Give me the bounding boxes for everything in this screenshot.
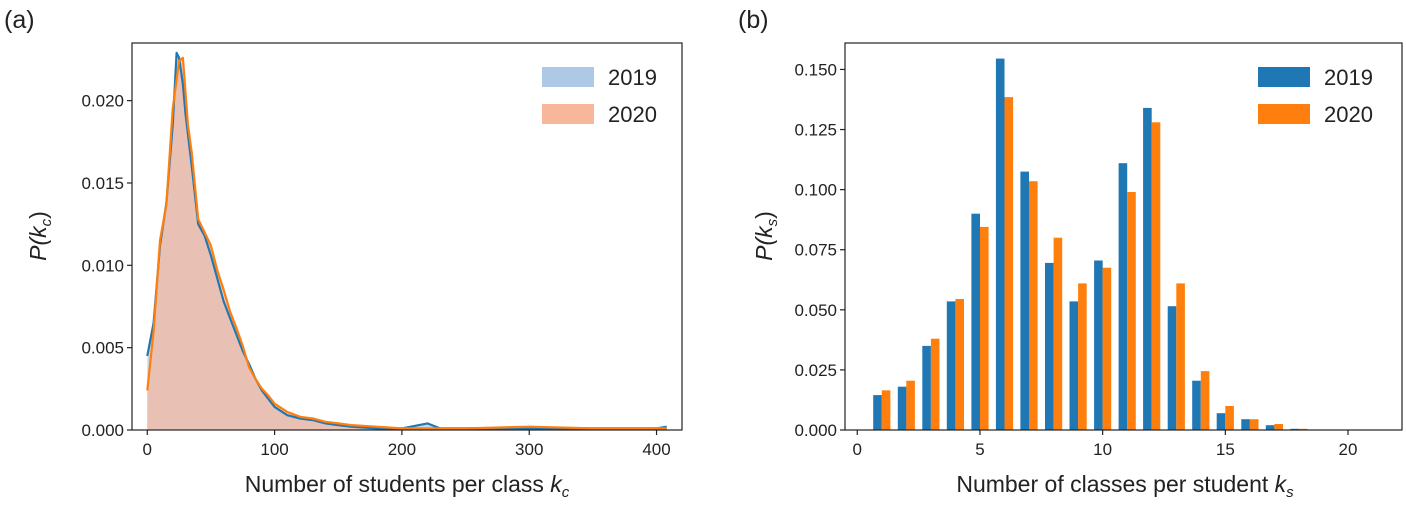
bar-2020-15 — [1225, 406, 1234, 430]
bar-2019-14 — [1192, 380, 1201, 430]
bar-2019-16 — [1241, 419, 1250, 430]
bar-2019-15 — [1216, 413, 1226, 430]
panel-label-a: (a) — [4, 6, 35, 34]
legend-b: 2019 2020 — [1258, 65, 1373, 127]
bar-2020-16 — [1249, 419, 1259, 430]
legend-label-2019-b: 2019 — [1324, 65, 1373, 90]
plot-frame-b — [844, 42, 1403, 431]
legend-a: 2019 2020 — [542, 65, 657, 127]
y-tick-label: 0.100 — [794, 181, 837, 200]
bar-2019-10 — [1094, 260, 1103, 430]
y-tick-label: 0.015 — [81, 174, 124, 193]
bar-2020-7 — [1029, 181, 1038, 430]
bar-2020-12 — [1151, 122, 1161, 431]
bar-2020-11 — [1127, 192, 1136, 430]
panel-b: (b) 0 5 10 15 20 0.0000.0250.0500.0750.1000.… — [738, 6, 1403, 501]
bar-2020-17 — [1274, 424, 1283, 430]
x-tick-label: 0 — [853, 440, 862, 459]
bars-b — [873, 58, 1308, 431]
legend-label-2020-b: 2020 — [1324, 102, 1373, 127]
bar-2019-7 — [1020, 171, 1029, 430]
y-tick-label: 0.150 — [794, 60, 837, 79]
x-tick-label: 5 — [975, 440, 984, 459]
density-fill-2020 — [147, 57, 667, 431]
legend-label-2020: 2020 — [608, 102, 657, 127]
bar-2019-8 — [1045, 262, 1054, 430]
legend-swatch-2019 — [542, 67, 594, 87]
bar-2019-13 — [1167, 306, 1177, 430]
bar-2020-10 — [1102, 267, 1112, 430]
y-tick-label: 0.010 — [81, 256, 124, 275]
y-tick-label: 0.020 — [81, 92, 124, 111]
x-axis-label-b: Number of classes per student ks — [956, 471, 1294, 501]
legend-swatch-2019-b — [1258, 67, 1310, 87]
bar-2020-3 — [930, 338, 940, 430]
y-axis-label-b: P(ks) — [751, 211, 781, 261]
legend-swatch-2020 — [542, 104, 594, 124]
y-tick-label: 0.000 — [794, 421, 837, 440]
bar-2019-6 — [995, 58, 1005, 430]
bar-2020-4 — [955, 299, 964, 430]
panel-label-b: (b) — [738, 6, 769, 34]
y-tick-label: 0.050 — [794, 301, 837, 320]
bar-2020-1 — [881, 390, 891, 430]
density-fills — [147, 52, 667, 431]
x-tick-label: 15 — [1216, 440, 1235, 459]
x-tick-label: 20 — [1339, 440, 1358, 459]
x-tick-label: 0 — [143, 440, 152, 459]
y-tick-label: 0.075 — [794, 241, 837, 260]
legend-label-2019: 2019 — [608, 65, 657, 90]
bar-2020-14 — [1200, 371, 1210, 430]
bar-2020-13 — [1176, 283, 1185, 430]
y-ticks-a: 0.000 0.005 0.010 0.015 0.020 — [81, 92, 132, 440]
bar-2019-11 — [1118, 163, 1128, 430]
x-ticks-a: 0 100 200 300 400 — [143, 430, 671, 459]
x-ticks-b: 0 5 10 15 20 — [853, 430, 1358, 459]
plot-frame-a — [131, 42, 683, 431]
y-ticks-b: 0.000 0.025 0.050 0.075 0.100 0.125 0.150 — [794, 60, 845, 440]
bar-2020-8 — [1053, 237, 1063, 430]
bar-2019-4 — [946, 301, 956, 430]
x-tick-label: 300 — [515, 440, 543, 459]
bar-2019-17 — [1265, 425, 1275, 430]
bar-2020-5 — [980, 226, 989, 430]
bar-2019-9 — [1069, 301, 1079, 430]
bar-2019-12 — [1143, 107, 1152, 431]
y-tick-label: 0.005 — [81, 339, 124, 358]
x-axis-label-a: Number of students per class kc — [245, 471, 570, 501]
bar-2020-9 — [1078, 283, 1087, 430]
x-tick-label: 100 — [260, 440, 288, 459]
bar-2019-2 — [897, 386, 907, 430]
density-lines — [146, 51, 667, 430]
legend-swatch-2020-b — [1258, 104, 1310, 124]
x-tick-label: 200 — [388, 440, 416, 459]
panel-a: (a) 0 100 200 300 400 0.0000.0050.0100.0150.… — [4, 6, 683, 501]
x-tick-label: 10 — [1093, 440, 1112, 459]
density-line-2020 — [146, 56, 667, 430]
bar-2020-2 — [906, 380, 915, 430]
bar-2019-5 — [971, 213, 980, 430]
y-tick-label: 0.125 — [794, 121, 837, 140]
x-tick-label: 400 — [642, 440, 670, 459]
bar-2019-3 — [922, 345, 931, 430]
y-tick-label: 0.025 — [794, 361, 837, 380]
bar-2019-1 — [873, 395, 882, 430]
y-tick-label: 0.000 — [81, 421, 124, 440]
y-axis-label-a: P(kc) — [25, 211, 55, 261]
bar-2020-6 — [1004, 97, 1014, 430]
